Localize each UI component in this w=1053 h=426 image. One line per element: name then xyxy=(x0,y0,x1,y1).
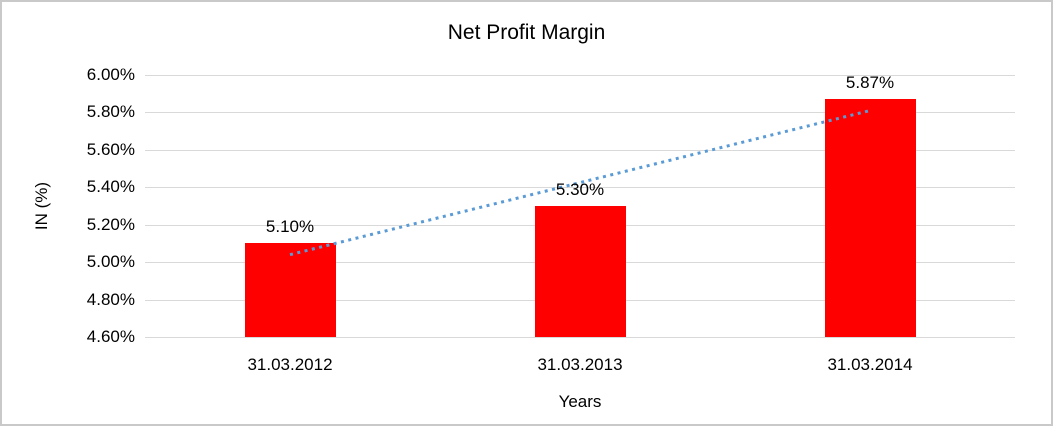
bar-data-label: 5.30% xyxy=(555,180,605,199)
x-category-label: 31.03.2014 xyxy=(827,355,913,374)
bar xyxy=(825,99,916,337)
y-tick-label: 4.80% xyxy=(86,290,135,309)
y-tick-label: 5.80% xyxy=(86,102,135,121)
y-tick-label: 5.20% xyxy=(86,215,135,234)
gridline xyxy=(145,337,1015,338)
y-tick-label: 5.60% xyxy=(86,140,135,159)
y-tick-label: 5.40% xyxy=(86,177,135,196)
bar xyxy=(535,206,626,337)
bar xyxy=(245,243,336,337)
chart-title: Net Profit Margin xyxy=(447,21,606,44)
x-category-label: 31.03.2012 xyxy=(247,355,333,374)
x-axis-title: Years xyxy=(558,392,602,411)
gridline xyxy=(145,75,1015,76)
y-tick-label: 5.00% xyxy=(86,252,135,271)
bar-data-label: 5.87% xyxy=(845,73,895,92)
y-tick-label: 4.60% xyxy=(86,327,135,346)
bar-data-label: 5.10% xyxy=(265,217,315,236)
y-tick-label: 6.00% xyxy=(86,65,135,84)
x-category-label: 31.03.2013 xyxy=(537,355,623,374)
